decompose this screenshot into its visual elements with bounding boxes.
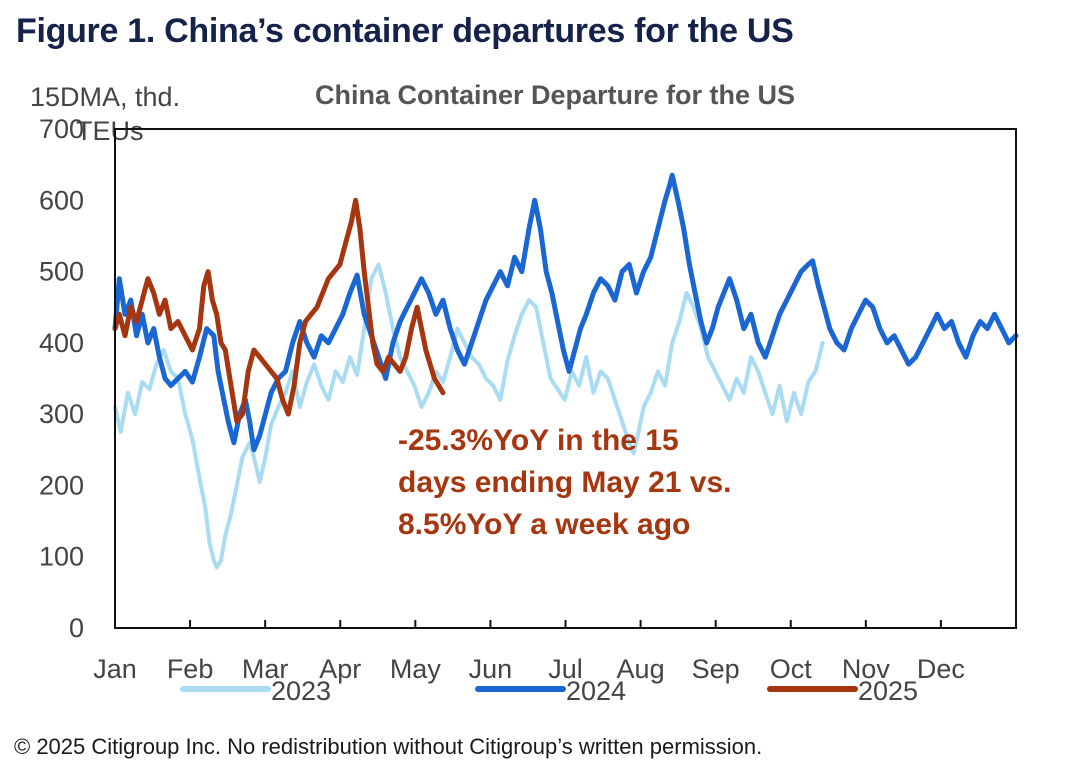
series-line-2024 [112,172,1019,453]
legend-label-2024: 2024 [566,676,626,706]
x-tick-label: Jun [469,654,513,684]
annotation-line: 8.5%YoY a week ago [398,508,690,541]
x-tick-label: Jul [548,654,583,684]
x-tick-label: Sep [692,654,740,684]
annotation-line: -25.3%YoY in the 15 [398,424,679,457]
x-tick-label: Nov [842,654,891,684]
x-tick-label: Oct [770,654,813,684]
x-tick-label: Dec [917,654,965,684]
plot-frame [114,128,1017,629]
y-tick-label: 300 [39,399,84,429]
legend-label-2023: 2023 [271,676,331,706]
x-tick-label: Apr [319,654,361,684]
annotation-line: days ending May 21 vs. [398,466,731,499]
x-axis-ticks: Jan Feb Mar Apr May Jun Jul Aug Sep Oct Nov Dec [93,620,965,684]
annotation: -25.3%YoY in the 15 days ending May 21 vs… [398,424,731,541]
y-axis-label-line1: 15DMA, thd. [30,82,180,112]
x-tick-label: May [390,654,442,684]
y-tick-label: 0 [69,613,84,643]
chart-title: China Container Departure for the US [315,80,795,110]
x-tick-label: Mar [242,654,289,684]
y-axis-ticks: 0 100 200 300 400 500 600 700 [39,114,84,643]
y-axis-label-line2: TEUs [76,116,144,146]
copyright-footer: © 2025 Citigroup Inc. No redistribution … [14,734,763,759]
y-tick-label: 600 [39,185,84,215]
y-tick-label: 700 [39,114,84,144]
figure-title: Figure 1. China’s container departures f… [16,12,794,50]
series-line-2025 [112,197,446,424]
legend-label-2025: 2025 [858,676,918,706]
x-tick-label: Jan [93,654,137,684]
series-layer [112,172,1019,570]
y-tick-label: 500 [39,257,84,287]
y-tick-label: 400 [39,328,84,358]
chart-container: 15DMA, thd. TEUs China Container Departu… [0,72,1080,712]
x-tick-label: Feb [167,654,214,684]
y-tick-label: 100 [39,542,84,572]
line-chart: 15DMA, thd. TEUs China Container Departu… [30,80,1019,706]
legend: 2023 2024 2025 [180,676,918,706]
y-tick-label: 200 [39,470,84,500]
x-tick-label: Aug [617,654,665,684]
